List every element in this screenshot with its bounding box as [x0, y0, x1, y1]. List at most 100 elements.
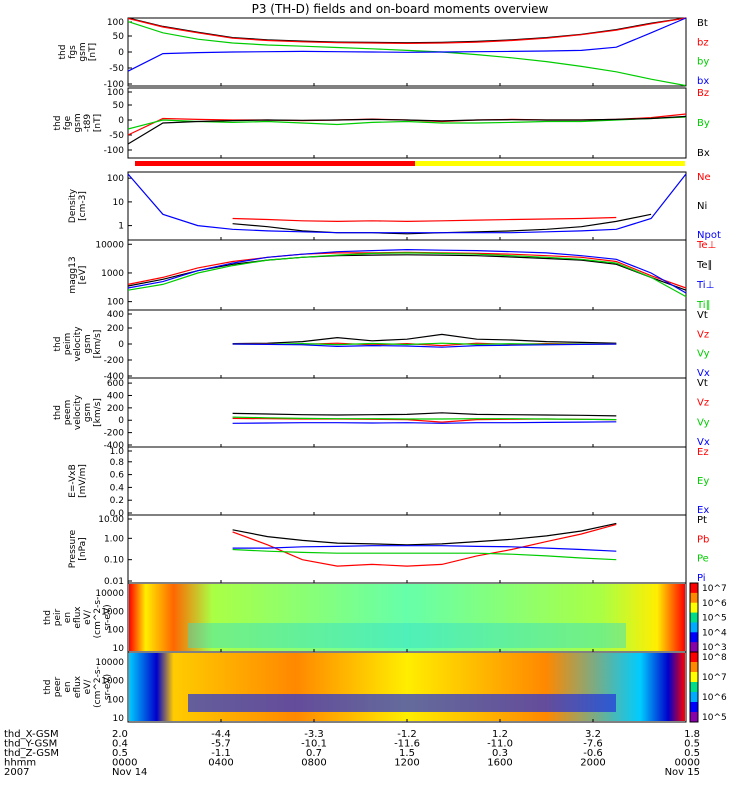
series-line: [127, 173, 687, 234]
y-axis-label: gsm: [83, 403, 93, 422]
y-axis-label: (cm^2-s-: [93, 597, 103, 639]
y-axis-label: en: [63, 681, 73, 692]
legend-label: Pi: [697, 573, 706, 584]
series-line: [232, 421, 617, 424]
x-row-value: 0800: [301, 758, 326, 769]
series-line: [127, 115, 687, 145]
legend-label: Ni: [697, 201, 707, 212]
x-row-value: 3.2: [585, 729, 601, 740]
y-axis-label: peim: [63, 333, 73, 356]
y-axis-label: [nPa]: [78, 537, 88, 560]
series-line: [232, 522, 617, 546]
series-line: [127, 17, 687, 44]
y-tick-label: -400: [104, 372, 125, 382]
x-row-value: 1600: [487, 758, 512, 769]
colorbar-segment: [690, 612, 698, 623]
y-tick-label: 0.01: [104, 577, 124, 587]
series-line: [127, 21, 687, 87]
y-tick-label: 0.4: [110, 483, 125, 493]
legend-label: Vy: [697, 417, 710, 428]
legend-label: Ti⊥: [696, 280, 714, 291]
series-line: [232, 523, 617, 567]
spectrogram-image: [129, 584, 685, 651]
legend-label: Pb: [697, 534, 709, 545]
legend-label: Vt: [697, 378, 708, 389]
y-axis-label: peer: [53, 676, 63, 697]
y-tick-label: -400: [104, 441, 125, 451]
y-tick-label: -200: [104, 429, 125, 439]
x-row-value: -4.4: [211, 729, 231, 740]
y-axis-label: eflux: [73, 606, 83, 629]
series-line: [232, 412, 617, 417]
y-tick-label: 100: [107, 298, 124, 308]
x-row-value: 0000: [675, 758, 700, 769]
y-tick-label: 10: [113, 714, 125, 724]
colorbar-tick-label: 10^3: [702, 643, 727, 653]
y-axis-label: thd: [58, 45, 68, 60]
x-row-value: -1.1: [211, 748, 231, 759]
y-tick-label: 600: [107, 379, 124, 389]
x-row-value: Nov 15: [665, 767, 700, 778]
series-line: [232, 545, 617, 552]
legend-label: Bt: [697, 18, 708, 29]
series-line: [127, 17, 687, 45]
y-axis-label: [nT]: [93, 114, 103, 132]
colorbar-segment: [690, 672, 698, 683]
spectrogram-band: [188, 623, 626, 648]
series-line: [232, 216, 617, 223]
colorbar-tick-label: 10^4: [702, 628, 727, 638]
y-tick-label: 200: [107, 324, 124, 334]
y-axis-label: sr-eV): [103, 674, 113, 700]
legend-label: Bx: [697, 148, 710, 159]
legend-label: Ne: [697, 172, 711, 183]
y-axis-label: peir: [53, 608, 63, 626]
x-row-label: thd_Z-GSM: [4, 748, 59, 759]
x-row-value: -10.1: [301, 739, 327, 750]
series-line: [127, 248, 687, 294]
colorbar-segment: [690, 682, 698, 693]
y-axis-label: eV/: [83, 679, 93, 695]
y-tick-label: 10000: [95, 589, 124, 599]
y-axis-label: gsm: [83, 334, 93, 353]
x-row-value: -1.2: [397, 729, 417, 740]
x-row-label: 2007: [4, 767, 29, 778]
y-axis-label: thd: [53, 405, 63, 420]
y-axis-label: thd: [43, 610, 53, 625]
y-tick-label: 1: [118, 222, 124, 232]
legend-label: Ey: [697, 476, 709, 487]
x-row-value: 0.4: [112, 739, 128, 750]
x-row-value: -5.7: [211, 739, 231, 750]
y-tick-label: -200: [104, 356, 125, 366]
colorbar-segment: [690, 583, 698, 594]
y-axis-label: en: [63, 612, 73, 623]
y-tick-label: 400: [107, 310, 124, 320]
x-row-value: 0.5: [112, 748, 128, 759]
colorbar-segment: [690, 712, 698, 723]
y-tick-label: 50: [113, 101, 125, 111]
x-row-value: 0000: [112, 758, 137, 769]
x-row-value: -11.6: [394, 739, 420, 750]
x-row-value: 2000: [580, 758, 605, 769]
y-axis-label: [km/s]: [93, 398, 103, 427]
y-tick-label: 0: [118, 416, 124, 426]
legend-label: Vt: [697, 310, 708, 321]
y-tick-label: 0: [118, 340, 124, 350]
y-axis-label: Density: [68, 188, 78, 223]
legend-label: bx: [697, 76, 709, 87]
y-tick-label: 200: [107, 404, 124, 414]
legend-label: Pt: [697, 515, 707, 526]
panel-frame: [127, 514, 687, 584]
x-row-value: -7.6: [583, 739, 603, 750]
y-axis-label: -t89: [83, 114, 93, 133]
x-row-value: 0.5: [684, 748, 700, 759]
legend-label: bz: [697, 37, 709, 48]
colorbar-segment: [690, 622, 698, 633]
x-row-value: 2.0: [112, 729, 128, 740]
legend-label: Npot: [697, 230, 721, 241]
y-tick-label: 100: [107, 626, 124, 636]
series-line: [232, 416, 617, 421]
x-row-value: 1.5: [399, 748, 415, 759]
legend-label: by: [697, 57, 709, 68]
